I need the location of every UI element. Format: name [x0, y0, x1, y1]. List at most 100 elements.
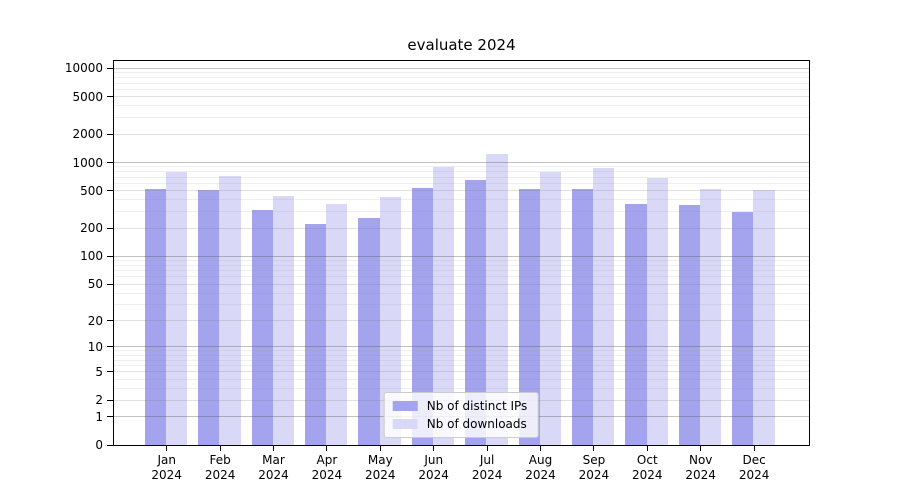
- legend-item-downloads: Nb of downloads: [392, 416, 528, 432]
- minor-gridline: [114, 304, 809, 306]
- minor-gridline: [114, 117, 809, 119]
- mid-gridline: [114, 371, 809, 373]
- x-tick-mark: [433, 446, 435, 451]
- bar-distinct-ips-may: [358, 217, 380, 445]
- x-tick-label: Mar 2024: [258, 453, 289, 482]
- y-tick-label: 1: [95, 409, 103, 424]
- minor-gridline: [114, 82, 809, 84]
- bar-distinct-ips-aug: [518, 188, 540, 445]
- x-tick-mark: [700, 446, 702, 451]
- y-tick-mark: [107, 399, 113, 401]
- bar-distinct-ips-jul: [465, 179, 487, 445]
- bar-downloads-sep: [593, 167, 615, 445]
- legend-swatch-distinct-ips: [392, 401, 418, 411]
- y-tick-mark: [107, 162, 113, 164]
- mid-gridline: [114, 283, 809, 285]
- x-tick-label: Aug 2024: [525, 453, 556, 482]
- minor-gridline: [114, 270, 809, 272]
- bar-downloads-mar: [272, 196, 295, 445]
- minor-gridline: [114, 354, 809, 356]
- y-tick-label: 5: [95, 364, 103, 379]
- minor-gridline: [114, 171, 809, 173]
- minor-gridline: [114, 364, 809, 366]
- x-tick-label: Feb 2024: [204, 453, 236, 482]
- y-tick-mark: [107, 346, 113, 348]
- x-tick-mark: [166, 446, 168, 451]
- x-tick-mark: [753, 446, 755, 451]
- y-tick-label: 10: [87, 339, 103, 354]
- chart-title: evaluate 2024: [407, 36, 516, 54]
- x-tick-mark: [326, 446, 328, 451]
- y-tick-mark: [107, 255, 113, 257]
- major-gridline: [114, 162, 809, 164]
- minor-gridline: [114, 182, 809, 184]
- y-tick-mark: [107, 227, 113, 229]
- minor-gridline: [114, 72, 809, 74]
- mid-gridline: [114, 320, 809, 322]
- major-gridline: [114, 346, 809, 348]
- mid-gridline: [114, 190, 809, 192]
- y-tick-label: 2: [95, 393, 103, 408]
- bar-distinct-ips-dec: [732, 212, 754, 445]
- x-tick-label: Sep 2024: [578, 453, 610, 482]
- y-tick-mark: [107, 283, 113, 285]
- bar-downloads-jul: [486, 154, 508, 445]
- minor-gridline: [114, 387, 809, 389]
- x-tick-label: Jun 2024: [418, 453, 449, 482]
- bar-downloads-jun: [433, 166, 455, 445]
- minor-gridline: [114, 166, 809, 168]
- y-tick-mark: [107, 444, 113, 446]
- bar-distinct-ips-jun: [411, 187, 433, 445]
- minor-gridline: [114, 264, 809, 266]
- major-gridline: [114, 67, 809, 69]
- y-tick-mark: [107, 190, 113, 192]
- minor-gridline: [114, 77, 809, 79]
- bar-downloads-oct: [646, 177, 668, 445]
- bar-downloads-dec: [753, 189, 775, 445]
- bar-downloads-feb: [219, 176, 241, 445]
- minor-gridline: [114, 260, 809, 262]
- y-tick-label: 100: [80, 249, 103, 264]
- legend-label-downloads: Nb of downloads: [426, 417, 527, 431]
- x-tick-label: Oct 2024: [632, 453, 663, 482]
- mid-gridline: [114, 133, 809, 135]
- minor-gridline: [114, 359, 809, 361]
- y-tick-label: 5000: [72, 89, 103, 104]
- minor-gridline: [114, 105, 809, 107]
- bar-distinct-ips-sep: [571, 188, 594, 445]
- y-tick-mark: [107, 96, 113, 98]
- minor-gridline: [114, 292, 809, 294]
- bar-distinct-ips-apr: [304, 224, 327, 445]
- x-tick-mark: [273, 446, 274, 451]
- legend-swatch-downloads: [392, 419, 418, 429]
- y-tick-label: 0: [95, 438, 103, 452]
- mid-gridline: [114, 227, 809, 229]
- y-tick-mark: [107, 320, 113, 322]
- y-tick-mark: [107, 371, 113, 373]
- bar-distinct-ips-nov: [678, 205, 700, 445]
- bars-layer: [114, 61, 809, 445]
- x-tick-label: Dec 2024: [738, 453, 770, 482]
- bar-distinct-ips-jan: [144, 189, 166, 445]
- minor-gridline: [114, 378, 809, 380]
- major-gridline: [114, 255, 809, 257]
- x-tick-mark: [540, 446, 541, 451]
- grid-layer: [114, 61, 809, 445]
- y-tick-label: 10000: [64, 61, 103, 76]
- plot-area: [114, 61, 809, 445]
- bar-downloads-apr: [326, 204, 348, 445]
- y-tick-mark: [107, 416, 113, 418]
- y-tick-mark: [107, 133, 113, 135]
- bar-downloads-nov: [700, 189, 722, 445]
- x-tick-mark: [486, 446, 488, 451]
- x-tick-label: May 2024: [365, 453, 396, 482]
- bar-distinct-ips-feb: [198, 190, 220, 445]
- x-tick-mark: [646, 446, 648, 451]
- y-tick-label: 200: [80, 221, 103, 236]
- mid-gridline: [114, 96, 809, 98]
- minor-gridline: [114, 176, 809, 178]
- y-tick-label: 20: [87, 313, 103, 328]
- minor-gridline: [114, 276, 809, 278]
- minor-gridline: [114, 88, 809, 90]
